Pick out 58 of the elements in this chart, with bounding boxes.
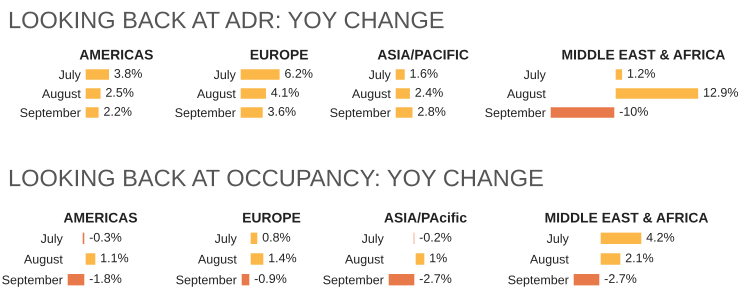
data-label: -10% <box>620 107 648 116</box>
data-label: -2.7% <box>604 274 636 283</box>
y-tick-label: September <box>2 275 63 287</box>
data-label: -0.9% <box>254 274 286 284</box>
chart-title: AMERICAS <box>80 50 153 60</box>
data-label: 1.1% <box>101 254 128 262</box>
y-tick-label: August <box>42 89 81 101</box>
data-label: -1.8% <box>90 274 122 284</box>
data-label: 3.8% <box>114 69 142 78</box>
y-tick-label: September <box>323 275 384 287</box>
data-label: 1.2% <box>628 69 656 78</box>
data-label: 4.1% <box>271 88 299 97</box>
y-tick-label: August <box>506 89 546 101</box>
y-tick-label: August <box>344 254 384 266</box>
data-label: 1% <box>430 254 447 262</box>
y-tick-label: August <box>24 254 63 266</box>
data-label: 12.9% <box>704 88 738 97</box>
data-label: 0.8% <box>262 232 290 242</box>
data-label: 1.4% <box>269 254 296 262</box>
data-label: -2.7% <box>420 274 452 283</box>
chart-title: AMERICAS <box>64 212 137 223</box>
chart-title: MIDDLE EAST & AFRICA <box>546 212 708 223</box>
chart-title: ASIA/PAcific <box>384 212 467 223</box>
y-tick-label: July <box>214 70 236 82</box>
data-label: 2.5% <box>106 88 134 97</box>
y-tick-label: September <box>330 108 391 120</box>
y-tick-label: September <box>485 108 546 120</box>
y-tick-label: July <box>524 70 546 82</box>
y-tick-label: August <box>198 254 237 266</box>
data-label: 3.6% <box>268 107 296 116</box>
data-label: -0.2% <box>420 232 452 242</box>
chart-title: EUROPE <box>250 50 308 60</box>
y-tick-label: August <box>352 89 391 101</box>
y-tick-label: July <box>546 234 569 246</box>
y-tick-label: September <box>175 108 236 120</box>
y-tick-label: September <box>176 275 237 287</box>
data-label: 4.2% <box>646 232 674 242</box>
y-tick-label: July <box>368 70 391 82</box>
y-tick-label: July <box>40 234 63 246</box>
y-tick-label: July <box>214 234 237 246</box>
data-label: 2.4% <box>415 88 443 97</box>
y-tick-label: August <box>530 254 569 266</box>
data-label: 2.1% <box>626 254 654 262</box>
text: LOOKING BACK AT OCCUPANCY: YOY CHANGE <box>10 170 543 186</box>
y-tick-label: July <box>362 234 384 246</box>
data-label: -0.3% <box>90 232 122 242</box>
data-label: 2.2% <box>104 107 132 116</box>
data-label: 6.2% <box>285 69 313 78</box>
y-tick-label: September <box>508 275 569 287</box>
y-tick-label: September <box>20 108 81 120</box>
y-tick-label: August <box>196 89 236 101</box>
chart-title: MIDDLE EAST & AFRICA <box>562 50 725 60</box>
chart-title: EUROPE <box>243 212 300 223</box>
data-label: 1.6% <box>410 69 438 78</box>
data-label: 2.8% <box>418 107 446 116</box>
chart-title: ASIA/PACIFIC <box>378 49 469 60</box>
text: LOOKING BACK AT ADR: YOY CHANGE <box>10 12 444 28</box>
y-tick-label: July <box>58 70 81 82</box>
